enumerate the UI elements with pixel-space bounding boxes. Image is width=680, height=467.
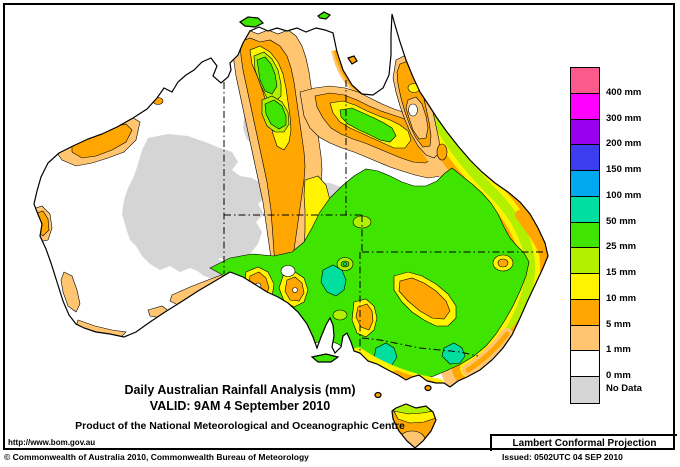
legend-swatch-column <box>570 67 600 404</box>
legend-label-11: 0 mm <box>606 370 631 382</box>
copyright-text: © Commonwealth of Australia 2010, Common… <box>4 452 309 462</box>
legend-swatch-11 <box>571 351 599 378</box>
legend-label-4: 100 mm <box>606 189 642 201</box>
state-borders <box>223 80 546 357</box>
legend-swatch-10 <box>571 325 599 352</box>
legend-swatch-6 <box>571 222 599 249</box>
map-title: Daily Australian Rainfall Analysis (mm) <box>124 383 356 397</box>
bom-url: http://www.bom.gov.au <box>8 438 96 447</box>
legend-label-7: 15 mm <box>606 267 637 279</box>
legend-label-2: 200 mm <box>606 138 642 150</box>
map-product-line: Product of the National Meteorological a… <box>75 420 405 432</box>
map-valid-date: VALID: 9AM 4 September 2010 <box>149 399 331 413</box>
legend-swatch-0 <box>571 68 599 94</box>
legend-swatch-9 <box>571 299 599 326</box>
legend-label-1: 300 mm <box>606 112 642 124</box>
legend-label-5: 50 mm <box>606 215 637 227</box>
projection-box: Lambert Conformal Projection <box>490 434 677 451</box>
legend-label-8: 10 mm <box>606 292 637 304</box>
projection-label: Lambert Conformal Projection <box>512 438 657 449</box>
legend-label-3: 150 mm <box>606 164 642 176</box>
legend-label-0: 400 mm <box>606 86 642 98</box>
legend-swatch-5 <box>571 196 599 223</box>
legend-label-10: 1 mm <box>606 344 631 356</box>
title-block: Daily Australian Rainfall Analysis (mm) … <box>60 383 420 432</box>
legend-swatch-2 <box>571 119 599 146</box>
legend-label-6: 25 mm <box>606 241 637 253</box>
legend-swatch-1 <box>571 93 599 120</box>
issued-text: Issued: 0502UTC 04 SEP 2010 <box>502 452 623 462</box>
legend-label-12: No Data <box>606 383 642 395</box>
coastline <box>33 11 549 449</box>
legend-label-9: 5 mm <box>606 318 631 330</box>
legend-swatch-4 <box>571 171 599 197</box>
legend: 400 mm 300 mm 200 mm 150 mm 100 mm 50 mm 25 mm… <box>570 67 680 404</box>
map-frame <box>3 3 675 450</box>
legend-swatch-8 <box>571 274 599 300</box>
legend-swatch-3 <box>571 145 599 172</box>
legend-swatch-12 <box>571 377 599 403</box>
legend-swatch-7 <box>571 248 599 275</box>
